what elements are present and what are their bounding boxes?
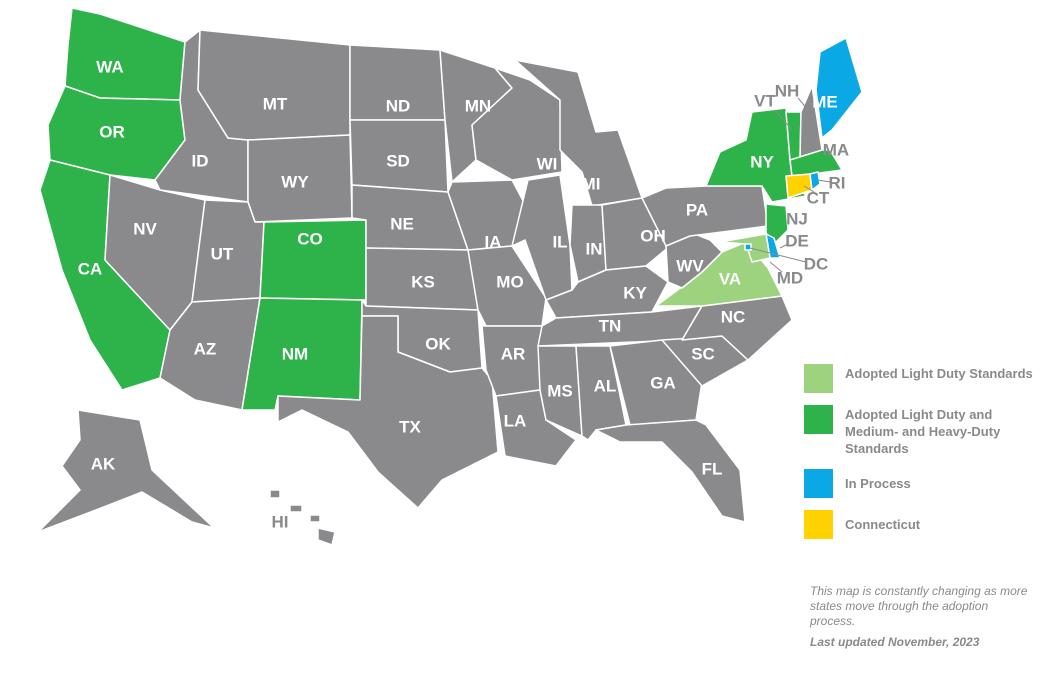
state-ga bbox=[609, 339, 703, 426]
state-label-de: DE bbox=[785, 231, 809, 250]
state-label-mn: MN bbox=[465, 96, 491, 115]
state-label-ne: NE bbox=[390, 214, 414, 233]
state-label-al: AL bbox=[594, 376, 617, 395]
state-label-wv: WV bbox=[676, 256, 704, 275]
state-label-ok: OK bbox=[425, 334, 451, 353]
state-label-nd: ND bbox=[386, 96, 411, 115]
legend-item-ct: Connecticut bbox=[804, 510, 1044, 539]
state-label-md: MD bbox=[777, 268, 803, 287]
legend-label: Adopted Light Duty Standards bbox=[845, 366, 1033, 381]
state-wa bbox=[64, 7, 186, 101]
state-ak bbox=[37, 409, 215, 533]
state-label-tn: TN bbox=[599, 316, 622, 335]
state-label-wa: WA bbox=[96, 57, 123, 76]
state-label-ct: CT bbox=[807, 188, 830, 207]
state-label-id: ID bbox=[192, 151, 209, 170]
state-tx bbox=[277, 315, 499, 509]
state-label-vt: VT bbox=[754, 91, 776, 110]
state-me bbox=[815, 37, 863, 139]
legend-swatch bbox=[804, 469, 833, 498]
state-label-or: OR bbox=[99, 122, 125, 141]
state-label-mi: MI bbox=[582, 174, 601, 193]
state-label-sd: SD bbox=[386, 151, 410, 170]
state-fl bbox=[595, 419, 746, 523]
state-label-mo: MO bbox=[496, 272, 523, 291]
state-wi bbox=[471, 67, 563, 181]
state-wy bbox=[247, 134, 353, 223]
state-label-wy: WY bbox=[281, 172, 309, 191]
legend-item-full: Adopted Light Duty and Medium- and Heavy… bbox=[804, 405, 1044, 457]
state-ms bbox=[537, 345, 583, 437]
state-label-me: ME bbox=[812, 92, 838, 111]
state-label-pa: PA bbox=[686, 200, 708, 219]
state-label-ri: RI bbox=[829, 173, 846, 192]
state-ri bbox=[809, 171, 821, 191]
state-label-ar: AR bbox=[501, 344, 526, 363]
state-label-nm: NM bbox=[282, 344, 308, 363]
state-label-tx: TX bbox=[399, 417, 421, 436]
leader-line-ct bbox=[803, 185, 815, 193]
state-label-nh: NH bbox=[775, 81, 800, 100]
legend-item-light-duty: Adopted Light Duty Standards bbox=[804, 364, 1044, 393]
state-label-ia: IA bbox=[485, 232, 502, 251]
legend-label: In Process bbox=[845, 476, 911, 491]
leader-line-de bbox=[779, 243, 789, 249]
state-label-nv: NV bbox=[133, 219, 157, 238]
state-label-fl: FL bbox=[702, 459, 723, 478]
state-nj bbox=[765, 203, 789, 247]
state-label-ma: MA bbox=[823, 140, 849, 159]
legend-swatch bbox=[804, 510, 833, 539]
state-label-nc: NC bbox=[721, 307, 746, 326]
state-label-ak: AK bbox=[91, 454, 116, 473]
state-label-nj: NJ bbox=[786, 209, 808, 228]
state-label-la: LA bbox=[504, 411, 527, 430]
leader-line-ri bbox=[817, 179, 831, 183]
leader-line-dc bbox=[749, 247, 807, 263]
legend-swatch bbox=[804, 364, 833, 393]
state-label-in: IN bbox=[586, 239, 603, 258]
state-label-ut: UT bbox=[211, 244, 234, 263]
state-label-mt: MT bbox=[263, 94, 288, 113]
state-label-az: AZ bbox=[194, 339, 217, 358]
legend: Adopted Light Duty Standards Adopted Lig… bbox=[804, 364, 1044, 551]
state-label-va: VA bbox=[719, 269, 741, 288]
legend-item-process: In Process bbox=[804, 469, 1044, 498]
state-label-oh: OH bbox=[640, 226, 666, 245]
state-label-co: CO bbox=[297, 229, 323, 248]
state-label-ks: KS bbox=[411, 272, 435, 291]
leader-line-nh bbox=[797, 97, 809, 111]
last-updated: Last updated November, 2023 bbox=[810, 635, 980, 649]
state-label-ga: GA bbox=[650, 373, 676, 392]
state-dc bbox=[744, 243, 752, 251]
state-md bbox=[719, 233, 771, 263]
state-label-wi: WI bbox=[537, 154, 558, 173]
state-label-ms: MS bbox=[547, 381, 573, 400]
state-label-ca: CA bbox=[78, 259, 103, 278]
state-label-ky: KY bbox=[623, 283, 647, 302]
legend-label: Connecticut bbox=[845, 517, 921, 532]
map-note: This map is constantly changing as more … bbox=[810, 584, 1028, 628]
state-label-sc: SC bbox=[691, 344, 715, 363]
state-label-dc: DC bbox=[804, 254, 829, 273]
leader-line-vt bbox=[774, 109, 793, 131]
state-hi bbox=[269, 489, 336, 546]
state-mt bbox=[197, 29, 351, 141]
state-label-ny: NY bbox=[750, 152, 774, 171]
legend-swatch bbox=[804, 405, 833, 434]
state-label-hi: HI bbox=[272, 512, 289, 531]
legend-label: Adopted Light Duty and Medium- and Heavy… bbox=[845, 407, 1001, 456]
state-label-il: IL bbox=[552, 232, 567, 251]
leader-line-md bbox=[769, 261, 783, 273]
